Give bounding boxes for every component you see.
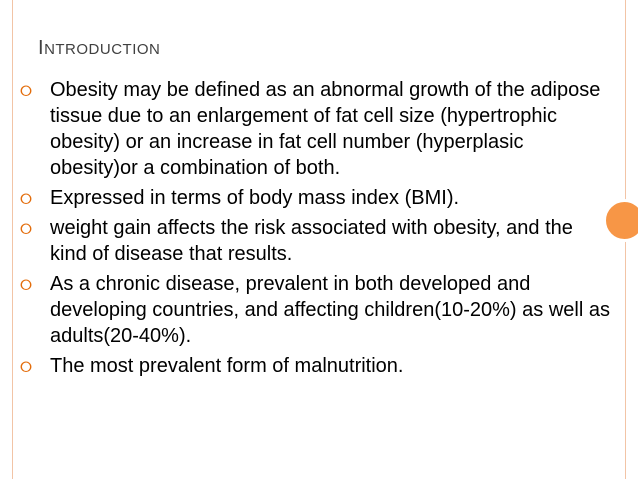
bullet-text: Obesity may be defined as an abnormal gr… bbox=[50, 79, 601, 179]
frame-left-rule bbox=[12, 0, 13, 479]
slide-title: INTRODUCTION bbox=[38, 37, 160, 60]
bullet-item: ⭘ weight gain affects the risk associated… bbox=[20, 215, 610, 267]
bullet-item: ⭘ Obesity may be defined as an abnormal g… bbox=[20, 77, 610, 181]
orange-circle-decoration bbox=[603, 199, 638, 242]
bullet-text: weight gain affects the risk associated … bbox=[50, 217, 573, 265]
ring-bullet-icon: ⭘ bbox=[20, 358, 33, 376]
ring-bullet-icon: ⭘ bbox=[20, 276, 33, 294]
bullet-text: Expressed in terms of body mass index (B… bbox=[50, 187, 460, 209]
slide-title-initial: I bbox=[38, 37, 45, 59]
ring-bullet-icon: ⭘ bbox=[20, 220, 33, 238]
ring-bullet-icon: ⭘ bbox=[20, 190, 33, 208]
bullet-item: ⭘ As a chronic disease, prevalent in both… bbox=[20, 271, 610, 349]
bullet-item: ⭘ Expressed in terms of body mass index (… bbox=[20, 185, 610, 211]
slide-title-rest: NTRODUCTION bbox=[44, 41, 161, 58]
ring-bullet-icon: ⭘ bbox=[20, 82, 33, 100]
bullet-text: The most prevalent form of malnutrition. bbox=[50, 355, 404, 377]
bullet-text: As a chronic disease, prevalent in both … bbox=[50, 273, 610, 347]
bullet-list: ⭘ Obesity may be defined as an abnormal g… bbox=[20, 77, 610, 383]
bullet-item: ⭘ The most prevalent form of malnutrition… bbox=[20, 353, 610, 379]
